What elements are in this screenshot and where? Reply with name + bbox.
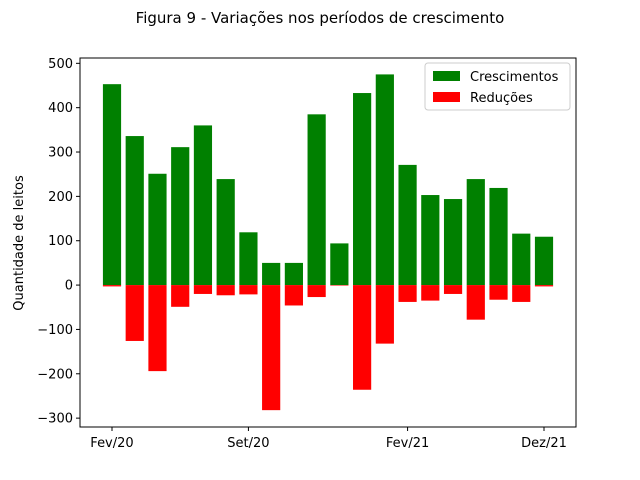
y-tick-label: 100 xyxy=(48,234,73,249)
chart-title: Figura 9 - Variações nos períodos de cre… xyxy=(136,9,505,27)
bars-group xyxy=(102,74,554,411)
bar-crescimento-14 xyxy=(421,195,440,286)
bar-reducao-5 xyxy=(216,285,235,296)
bar-crescimento-19 xyxy=(534,236,554,286)
axes-group: 500 400 300 200 100 0 −100 −200 −300 Fev/20 Set/20… xyxy=(37,57,567,451)
bar-crescimento-12 xyxy=(375,74,394,286)
bar-reducao-9 xyxy=(307,285,326,298)
bar-crescimento-15 xyxy=(443,199,463,286)
y-tick-label: 0 xyxy=(65,279,73,294)
bar-reducao-10 xyxy=(330,285,349,286)
legend-swatch xyxy=(433,92,460,102)
legend-swatch xyxy=(433,71,460,81)
bar-reducao-13 xyxy=(398,285,417,302)
legend-label: Crescimentos xyxy=(470,70,559,85)
bar-reducao-0 xyxy=(102,285,122,287)
bar-crescimento-6 xyxy=(239,232,258,286)
bar-crescimento-8 xyxy=(284,262,303,286)
plot-frame xyxy=(79,57,577,428)
y-axis-label: Quantidade de leitos xyxy=(12,175,27,311)
bar-crescimento-3 xyxy=(171,147,190,286)
bar-reducao-14 xyxy=(421,285,440,301)
bar-reducao-12 xyxy=(375,285,394,344)
bar-crescimento-0 xyxy=(102,84,122,286)
bar-crescimento-4 xyxy=(193,125,213,286)
bar-reducao-6 xyxy=(239,285,258,295)
bar-crescimento-1 xyxy=(125,136,144,286)
y-tick-label: 400 xyxy=(48,101,73,116)
bar-crescimento-11 xyxy=(353,93,372,286)
bar-crescimento-13 xyxy=(398,164,417,286)
bar-crescimento-17 xyxy=(489,187,508,286)
bar-reducao-18 xyxy=(512,285,531,302)
bar-reducao-3 xyxy=(171,285,190,307)
x-tick-label: Fev/21 xyxy=(386,436,429,451)
bar-reducao-2 xyxy=(148,285,167,372)
bar-reducao-7 xyxy=(262,285,281,411)
bar-crescimento-10 xyxy=(330,243,349,286)
bar-crescimento-7 xyxy=(262,262,281,286)
bar-reducao-11 xyxy=(353,285,372,390)
bar-reducao-4 xyxy=(193,285,213,294)
legend-box xyxy=(424,62,571,111)
bar-reducao-17 xyxy=(489,285,508,300)
y-tick-label: 500 xyxy=(48,57,73,72)
bar-reducao-15 xyxy=(443,285,463,294)
legend-label: Reduções xyxy=(470,91,533,106)
bar-crescimento-5 xyxy=(216,179,235,286)
legend: Crescimentos Reduções xyxy=(424,62,571,111)
x-tick-label: Set/20 xyxy=(227,436,269,451)
y-tick-label: −100 xyxy=(37,323,73,338)
y-tick-label: −200 xyxy=(37,367,73,382)
bar-crescimento-16 xyxy=(466,179,485,286)
y-tick-label: −300 xyxy=(37,412,73,427)
bar-crescimento-18 xyxy=(512,233,531,286)
bar-reducao-1 xyxy=(125,285,144,341)
bar-reducao-19 xyxy=(534,285,554,287)
y-tick-label: 300 xyxy=(48,146,73,161)
bar-crescimento-2 xyxy=(148,173,167,286)
x-tick-label: Fev/20 xyxy=(90,436,133,451)
bar-crescimento-9 xyxy=(307,114,326,286)
y-tick-label: 200 xyxy=(48,190,73,205)
x-tick-label: Dez/21 xyxy=(521,436,567,451)
bar-reducao-8 xyxy=(284,285,303,306)
bar-reducao-16 xyxy=(466,285,485,320)
